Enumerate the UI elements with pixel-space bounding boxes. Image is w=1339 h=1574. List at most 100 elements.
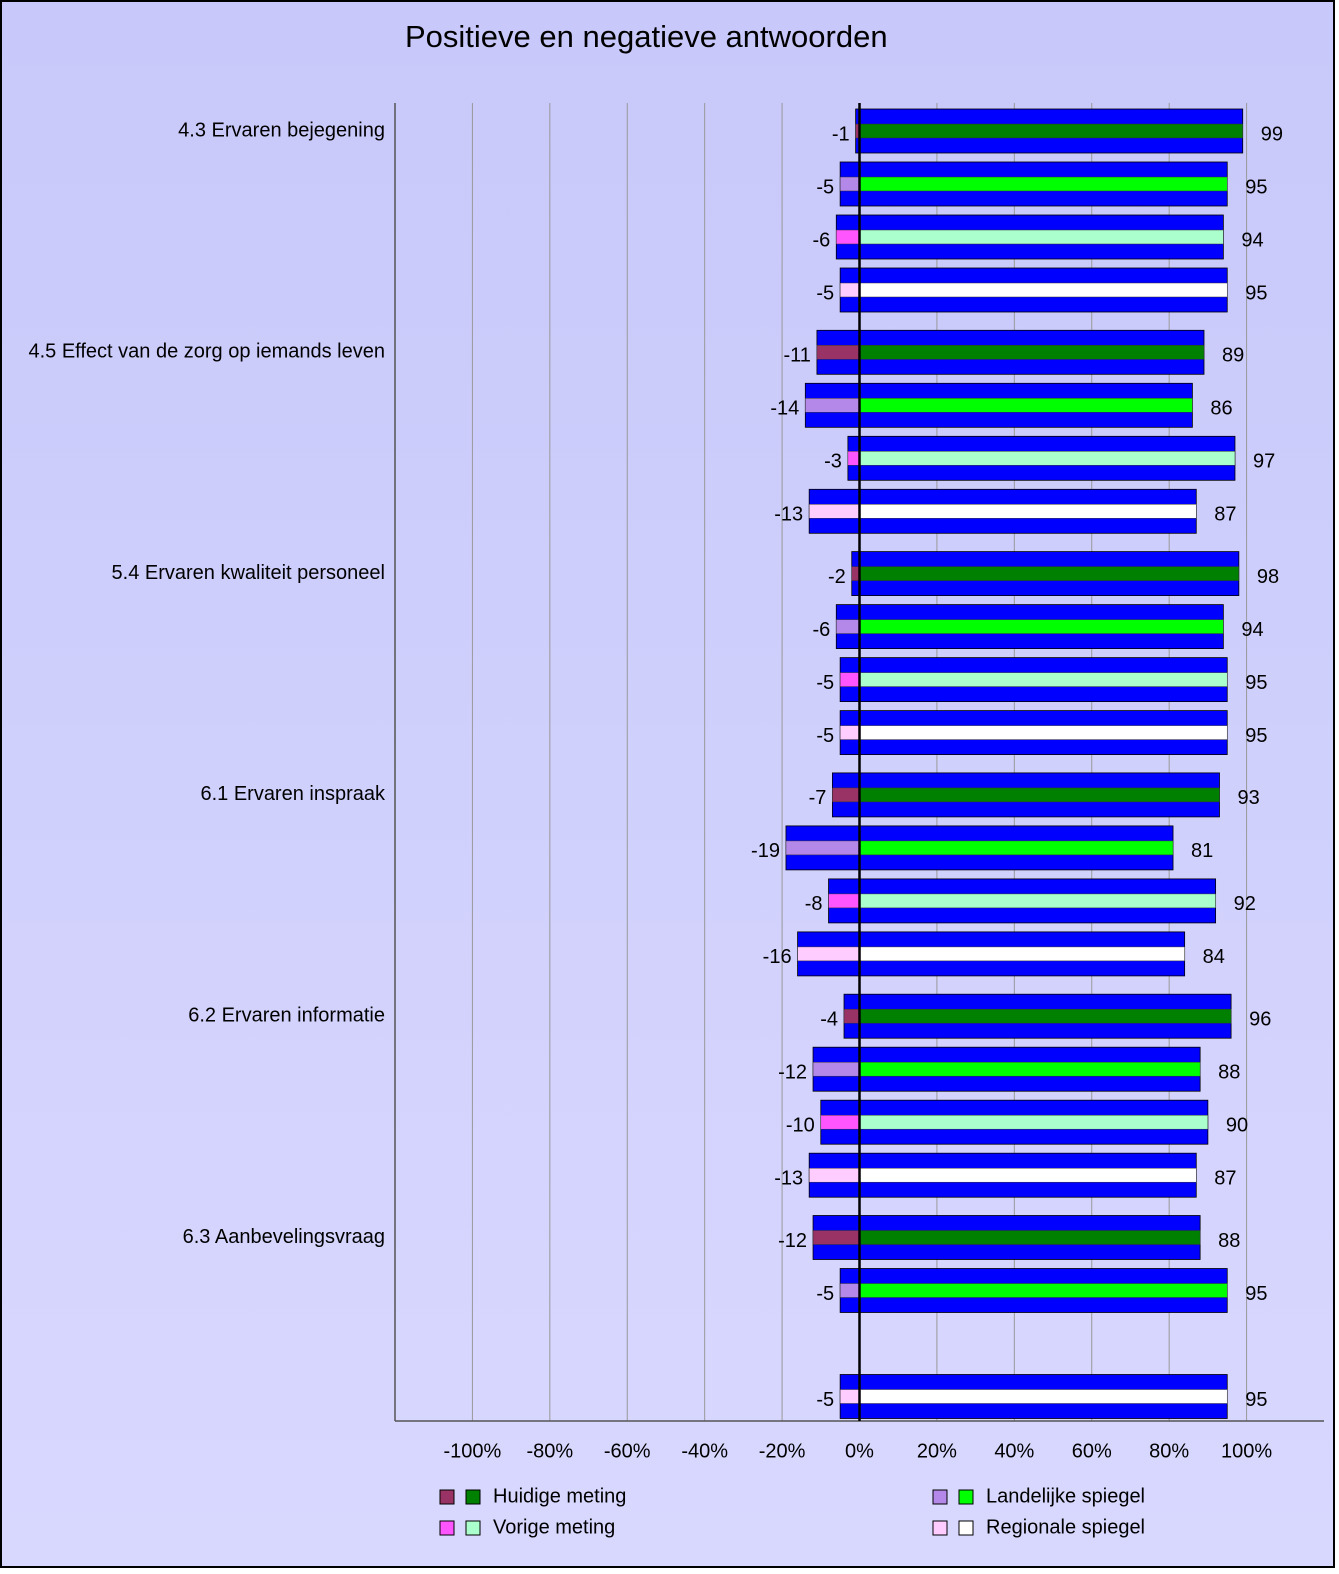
bar-negative [808, 1167, 860, 1183]
value-label: 84 [1203, 946, 1225, 968]
value-label: -5 [816, 282, 834, 304]
value-label: -5 [816, 672, 834, 694]
value-label: -5 [816, 1283, 834, 1305]
x-tick-label: -100% [444, 1440, 502, 1462]
bar-negative [839, 176, 860, 192]
value-label: -4 [820, 1008, 838, 1030]
bar-negative [785, 840, 860, 856]
x-tick-label: -40% [681, 1440, 728, 1462]
value-label: -6 [812, 619, 830, 641]
x-tick-label: -80% [526, 1440, 573, 1462]
value-label: 90 [1226, 1114, 1248, 1136]
value-label: -5 [816, 1389, 834, 1411]
bar-positive [859, 672, 1228, 687]
x-tick-label: 60% [1072, 1440, 1112, 1462]
value-label: 95 [1245, 725, 1267, 747]
value-label: 88 [1218, 1061, 1240, 1083]
value-label: -2 [828, 566, 846, 588]
value-label: -16 [763, 946, 792, 968]
value-label: 87 [1214, 504, 1236, 526]
bar-positive [859, 946, 1185, 962]
bar-negative [839, 282, 860, 298]
bar-positive [859, 1230, 1201, 1245]
bar-positive [859, 1389, 1228, 1404]
bar-positive [859, 229, 1224, 245]
value-label: 95 [1245, 672, 1267, 694]
bar-negative [832, 787, 860, 803]
bar-positive [859, 1283, 1228, 1298]
bar-negative [839, 672, 860, 687]
bar-positive [859, 398, 1193, 413]
value-label: -8 [805, 893, 823, 915]
value-label: -12 [778, 1230, 807, 1252]
bar-positive [859, 282, 1228, 298]
legend-label: Landelijke spiegel [986, 1485, 1145, 1507]
bar-positive [859, 1114, 1209, 1130]
x-tick-label: -60% [604, 1440, 651, 1462]
bar-negative [812, 1230, 860, 1245]
bar-positive [859, 451, 1236, 466]
category-label: 4.5 Effect van de zorg op iemands leven [28, 341, 385, 363]
bar-negative [828, 893, 860, 909]
value-label: -12 [778, 1061, 807, 1083]
category-label: 4.3 Ervaren bejegening [178, 119, 385, 141]
bar-positive [859, 893, 1216, 909]
value-label: 99 [1261, 123, 1283, 145]
value-label: -10 [786, 1114, 815, 1136]
value-label: 98 [1257, 566, 1279, 588]
value-label: -7 [809, 787, 827, 809]
bar-negative [847, 451, 860, 466]
bar-positive [859, 176, 1228, 192]
value-label: 87 [1214, 1167, 1236, 1189]
chart-title: Positieve en negatieve antwoorden [405, 19, 888, 54]
bar-positive [859, 1061, 1201, 1077]
value-label: -19 [751, 840, 780, 862]
bar-negative [836, 619, 860, 634]
value-label: 95 [1245, 1283, 1267, 1305]
value-label: 94 [1241, 619, 1263, 641]
bar-positive [859, 1167, 1197, 1183]
legend-swatch [932, 1520, 948, 1536]
bar-positive [859, 725, 1228, 740]
value-label: -1 [832, 123, 850, 145]
bar-positive [859, 123, 1243, 139]
value-label: 88 [1218, 1230, 1240, 1252]
legend-label: Huidige meting [493, 1485, 626, 1507]
bar-positive [859, 840, 1174, 856]
value-label: 96 [1249, 1008, 1271, 1030]
value-label: 94 [1241, 229, 1263, 251]
category-label: 6.1 Ervaren inspraak [200, 783, 386, 805]
value-label: 93 [1237, 787, 1259, 809]
x-tick-label: -20% [759, 1440, 806, 1462]
value-label: -11 [783, 345, 810, 367]
legend-swatch [439, 1489, 455, 1505]
bar-positive [859, 787, 1220, 803]
bar-positive [859, 345, 1205, 360]
x-tick-label: 40% [994, 1440, 1034, 1462]
legend-swatch [958, 1520, 974, 1536]
legend-swatch [465, 1489, 481, 1505]
bar-positive [859, 619, 1224, 634]
bar-negative [843, 1008, 860, 1024]
bar-positive [859, 504, 1197, 519]
value-label: -13 [774, 1167, 803, 1189]
legend-swatch [932, 1489, 948, 1505]
bar-negative [805, 398, 860, 413]
bar-negative [836, 229, 860, 245]
bar-positive [859, 1008, 1232, 1024]
bar-positive [859, 566, 1240, 581]
bar-negative [797, 946, 860, 962]
legend-swatch [958, 1489, 974, 1505]
value-label: -5 [816, 176, 834, 198]
value-label: 81 [1191, 840, 1213, 862]
category-label: 6.2 Ervaren informatie [188, 1004, 385, 1026]
bar-negative [839, 1389, 860, 1404]
x-tick-label: 20% [917, 1440, 957, 1462]
bar-negative [816, 345, 860, 360]
bar-negative [839, 725, 860, 740]
value-label: 95 [1245, 176, 1267, 198]
category-label: 5.4 Ervaren kwaliteit personeel [112, 562, 385, 584]
bar-negative [812, 1061, 860, 1077]
value-label: -6 [812, 229, 830, 251]
x-tick-label: 0% [845, 1440, 874, 1462]
